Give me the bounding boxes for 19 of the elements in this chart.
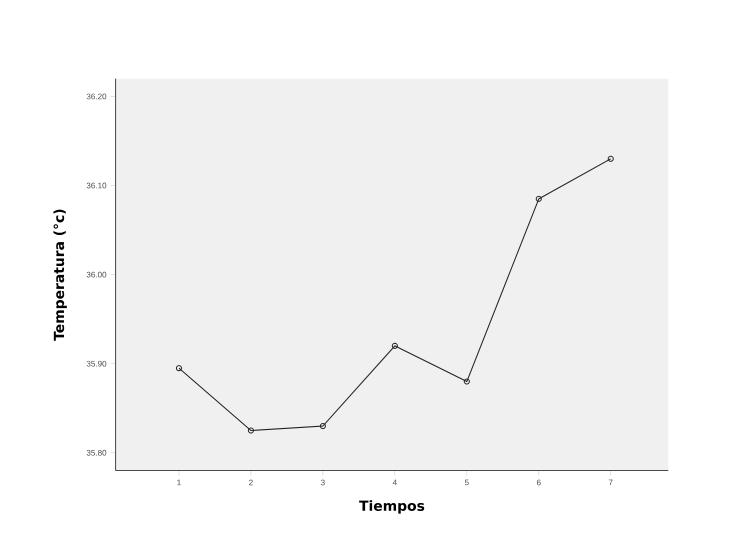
y-tick-label: 36.00 [86,272,106,278]
x-tick-label: 3 [320,480,325,486]
x-tick-label: 4 [392,480,397,486]
point [248,428,254,434]
x-tick-label: 6 [536,480,541,486]
point [464,378,470,385]
x-tick-label: 2 [249,480,253,486]
point [536,196,542,202]
x-tick-label: 7 [608,480,613,486]
y-tick-label: 35.90 [86,361,106,367]
x-tick-label: 1 [177,480,181,486]
x-tick-label: 5 [464,480,469,486]
y-axis-title: Temperatura (°c) [53,210,67,341]
y-tick-label: 35.80 [86,450,106,456]
x-axis-title: Tiempos [359,500,424,514]
y-tick-label: 36.10 [86,182,106,189]
point [320,423,326,430]
y-tick-label: 36.20 [86,94,106,100]
point [392,343,398,350]
